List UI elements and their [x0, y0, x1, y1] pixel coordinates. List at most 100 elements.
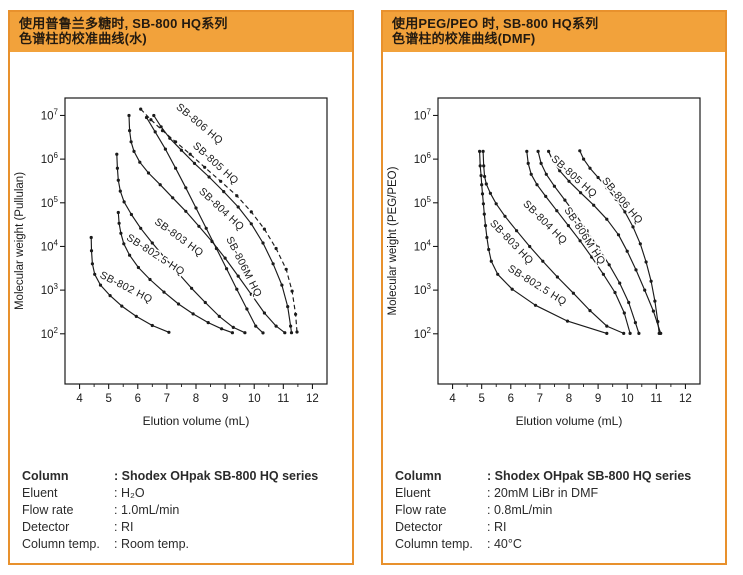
data-point — [146, 171, 151, 175]
spec-label: Column temp. — [22, 536, 100, 551]
data-point — [174, 139, 178, 144]
spec-row: Column temp.: Room temp. — [22, 536, 342, 553]
data-point — [184, 209, 188, 213]
data-point — [567, 179, 571, 183]
data-point — [536, 149, 540, 153]
series-sb-802-hq — [89, 235, 171, 334]
data-point — [574, 213, 578, 217]
data-point — [533, 303, 538, 307]
spec-value: : Shodex OHpak SB-800 HQ series — [487, 468, 692, 483]
data-point — [482, 212, 486, 216]
data-point — [481, 201, 485, 206]
y-axis-title: Molecular weight (Pullulan) — [14, 171, 26, 309]
data-point — [555, 208, 559, 212]
data-point — [167, 330, 171, 334]
spec-value: : Shodex OHpak SB-800 HQ series — [114, 468, 319, 483]
data-point — [207, 175, 211, 179]
data-point — [565, 319, 570, 323]
spec-label: Flow rate — [395, 502, 447, 517]
spec-label: Eluent — [395, 485, 431, 500]
series-line — [479, 151, 607, 334]
data-point — [607, 262, 611, 267]
data-point — [171, 195, 175, 200]
data-point — [294, 312, 298, 316]
data-point — [529, 172, 533, 176]
data-point — [179, 148, 183, 152]
data-point — [596, 175, 600, 179]
data-point — [494, 201, 498, 206]
series-sb-803-hq — [481, 149, 626, 335]
data-point — [484, 182, 488, 186]
x-tick-label: 9 — [595, 393, 601, 405]
data-point — [163, 147, 167, 151]
data-point — [289, 330, 294, 334]
data-point — [254, 324, 258, 328]
data-point — [526, 161, 530, 165]
data-point — [605, 324, 609, 328]
data-point — [547, 149, 551, 153]
data-point — [139, 226, 143, 230]
series-sb-803-hq — [115, 152, 247, 334]
series-sb-806m-hq — [536, 149, 641, 335]
data-point — [236, 205, 240, 209]
data-point — [184, 185, 188, 190]
data-point — [243, 330, 247, 334]
series-label: SB-805 HQ — [549, 153, 600, 200]
data-point — [625, 249, 629, 253]
data-point — [150, 241, 154, 245]
spec-table-dmf: Column: Shodex OHpak SB-800 HQ series Elu… — [395, 468, 715, 553]
series-sb-805-hq — [547, 149, 663, 335]
series-sb-805-hq — [152, 113, 294, 334]
data-point — [261, 330, 265, 335]
data-point — [582, 157, 586, 161]
data-point — [616, 232, 621, 237]
data-point — [262, 311, 266, 315]
data-point — [483, 174, 487, 178]
data-point — [558, 168, 562, 173]
data-point — [225, 266, 229, 270]
data-point — [480, 182, 484, 186]
data-point — [274, 324, 278, 328]
data-point — [489, 259, 493, 263]
data-point — [656, 319, 660, 323]
series-label: SB-805 HQ — [190, 139, 241, 186]
spec-value: : 0.8mL/min — [487, 502, 553, 517]
data-point — [566, 223, 570, 227]
data-point — [592, 203, 596, 207]
data-point — [245, 307, 249, 311]
data-point — [163, 256, 167, 260]
data-point — [138, 160, 142, 164]
chart-svg: 4 5 6 7 8 9 10 11 12 Elution volume (mL) 102 103 104… — [387, 97, 701, 428]
series-label: SB-806M HQ — [561, 205, 607, 267]
data-point — [483, 223, 488, 227]
y-tick-label: 106 — [41, 151, 59, 166]
spec-row: Detector: RI — [395, 519, 715, 536]
data-point — [197, 224, 201, 228]
data-point — [485, 235, 489, 239]
data-point — [176, 271, 181, 275]
data-point — [206, 320, 210, 324]
series-sb-804-hq — [525, 149, 632, 335]
data-point — [563, 198, 567, 202]
data-point — [136, 265, 140, 269]
data-point — [115, 166, 119, 170]
spec-value: : RI — [114, 519, 134, 534]
data-point — [544, 194, 548, 198]
x-tick-label: 8 — [193, 393, 199, 405]
series-sb-804-hq — [127, 113, 287, 334]
data-point — [128, 128, 132, 132]
data-point — [633, 320, 637, 324]
data-point — [116, 178, 120, 182]
y-tick-label: 102 — [41, 325, 59, 340]
data-point — [217, 314, 221, 318]
data-point — [191, 311, 195, 316]
data-point — [89, 248, 94, 252]
data-point — [230, 330, 234, 334]
data-point — [122, 199, 126, 204]
data-point — [129, 212, 133, 216]
data-point — [274, 246, 278, 250]
data-point — [120, 304, 124, 308]
data-point — [190, 286, 194, 290]
spec-value: : H₂O — [114, 485, 145, 500]
data-point — [295, 330, 299, 334]
